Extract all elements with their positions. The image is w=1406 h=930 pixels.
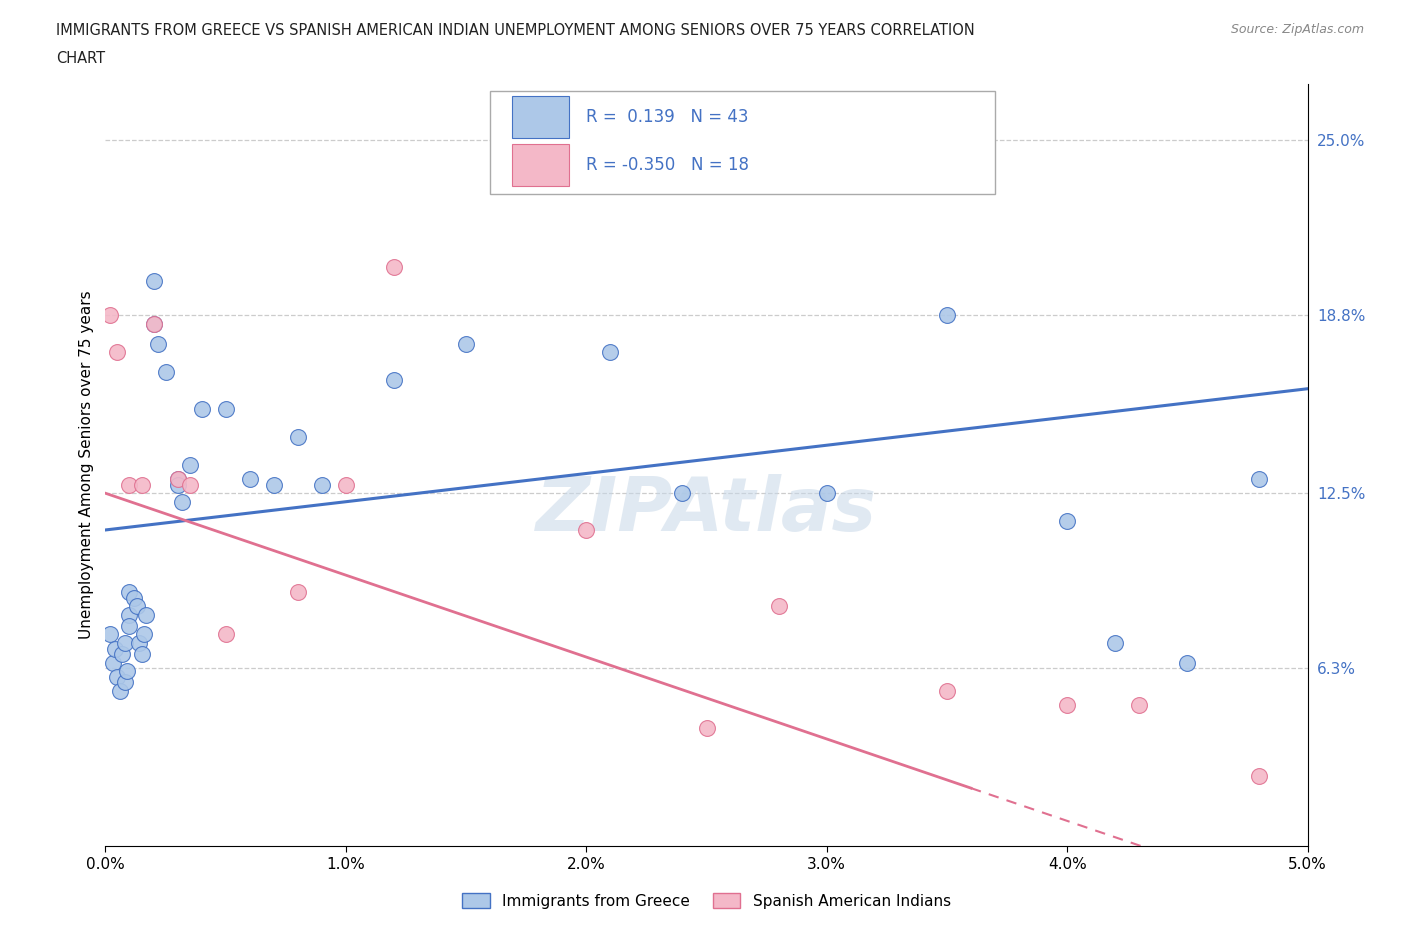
Text: R = -0.350   N = 18: R = -0.350 N = 18 — [586, 156, 749, 174]
Point — [118, 477, 141, 492]
Point — [142, 316, 165, 331]
Point — [575, 523, 598, 538]
Point — [114, 675, 136, 690]
Point — [287, 430, 309, 445]
Point — [166, 477, 188, 492]
Y-axis label: Unemployment Among Seniors over 75 years: Unemployment Among Seniors over 75 years — [79, 291, 94, 639]
Text: IMMIGRANTS FROM GREECE VS SPANISH AMERICAN INDIAN UNEMPLOYMENT AMONG SENIORS OVE: IMMIGRANTS FROM GREECE VS SPANISH AMERIC… — [56, 23, 974, 38]
Point — [128, 635, 150, 650]
Point — [1175, 656, 1198, 671]
Point — [124, 591, 146, 605]
Point — [148, 336, 170, 351]
Point — [115, 664, 138, 679]
Point — [166, 472, 188, 486]
Point — [111, 646, 134, 661]
Point — [131, 477, 153, 492]
Point — [1128, 698, 1150, 712]
Point — [1249, 472, 1271, 486]
Point — [382, 259, 405, 274]
Point — [190, 401, 212, 416]
Point — [118, 618, 141, 633]
Point — [287, 585, 309, 600]
Point — [101, 656, 124, 671]
Point — [114, 635, 136, 650]
Point — [1249, 768, 1271, 783]
Point — [599, 345, 621, 360]
Point — [1104, 635, 1126, 650]
Legend: Immigrants from Greece, Spanish American Indians: Immigrants from Greece, Spanish American… — [456, 886, 957, 915]
Point — [108, 684, 131, 698]
Point — [172, 494, 194, 509]
Point — [98, 627, 121, 642]
Point — [936, 308, 959, 323]
Point — [132, 627, 155, 642]
FancyBboxPatch shape — [512, 96, 569, 138]
Point — [179, 458, 201, 472]
Point — [263, 477, 285, 492]
Point — [311, 477, 333, 492]
Point — [696, 720, 718, 735]
Point — [1056, 514, 1078, 529]
Text: ZIPAtlas: ZIPAtlas — [536, 474, 877, 547]
Point — [454, 336, 477, 351]
Point — [155, 365, 177, 379]
Text: R =  0.139   N = 43: R = 0.139 N = 43 — [586, 108, 749, 126]
Text: CHART: CHART — [56, 51, 105, 66]
Point — [382, 373, 405, 388]
Point — [135, 607, 157, 622]
Point — [179, 477, 201, 492]
Point — [214, 627, 236, 642]
Point — [335, 477, 357, 492]
Point — [131, 646, 153, 661]
Point — [768, 599, 790, 614]
Point — [214, 401, 236, 416]
Point — [125, 599, 148, 614]
Point — [107, 345, 129, 360]
Point — [98, 308, 121, 323]
Point — [142, 274, 165, 289]
Point — [671, 485, 693, 500]
FancyBboxPatch shape — [512, 144, 569, 186]
Text: Source: ZipAtlas.com: Source: ZipAtlas.com — [1230, 23, 1364, 36]
Point — [936, 684, 959, 698]
Point — [1056, 698, 1078, 712]
Point — [104, 641, 127, 656]
Point — [527, 33, 550, 48]
Point — [118, 607, 141, 622]
FancyBboxPatch shape — [491, 91, 995, 194]
Point — [166, 472, 188, 486]
Point — [118, 585, 141, 600]
Point — [239, 472, 262, 486]
Point — [815, 485, 838, 500]
Point — [107, 670, 129, 684]
Point — [142, 316, 165, 331]
